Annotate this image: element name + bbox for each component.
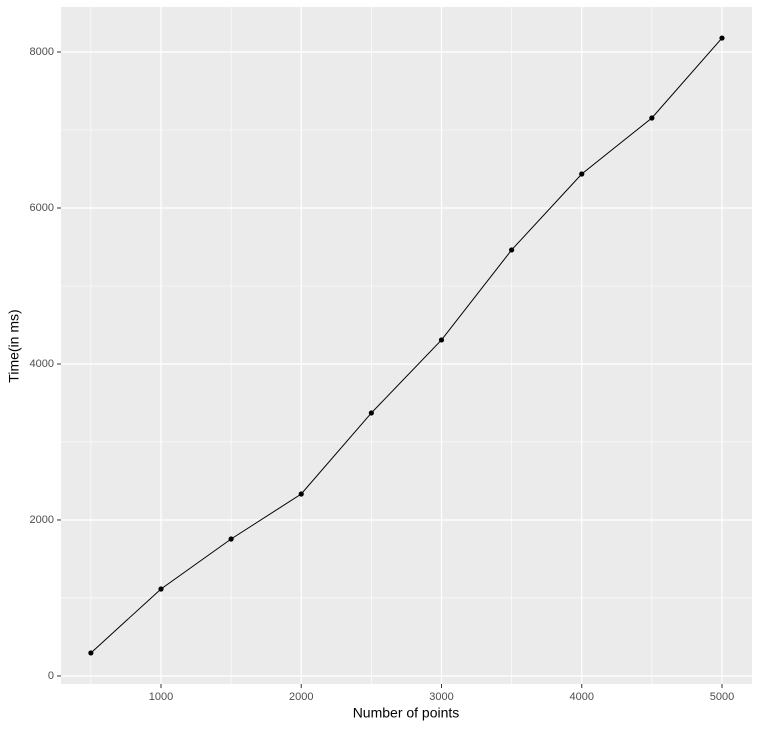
y-tick-label: 2000 [30,514,54,526]
data-point [158,586,164,592]
x-tick-label: 3000 [429,691,453,703]
x-tick-label: 2000 [289,691,313,703]
panel [61,7,752,684]
y-tick-label: 0 [48,670,54,682]
data-point [438,337,445,343]
y-tick-label: 6000 [30,202,54,214]
data-point [298,491,304,497]
x-tick-label: 5000 [710,691,734,703]
data-line [90,37,723,654]
y-tick-label: 4000 [30,358,54,370]
x-tick-label: 4000 [569,691,593,703]
data-point [88,650,94,656]
y-axis-title: Time(in ms) [6,309,22,382]
data-point [649,115,655,121]
y-tick-label: 8000 [30,46,54,58]
data-point [368,410,374,416]
data-point [719,35,725,41]
x-tick-label: 1000 [149,691,173,703]
data-point [579,171,585,177]
data-point [228,536,234,542]
data-point [509,247,515,253]
x-axis-title: Number of points [353,705,460,721]
